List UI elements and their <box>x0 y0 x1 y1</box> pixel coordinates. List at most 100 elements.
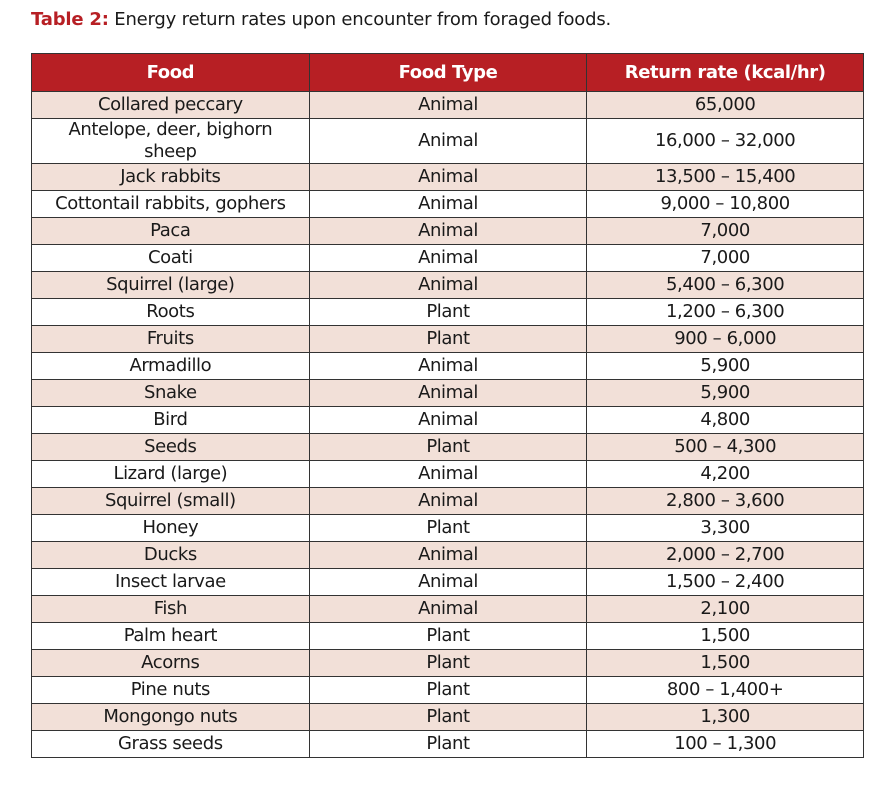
table-row: Pine nuts Plant 800 – 1,400+ <box>31 676 864 704</box>
table-row: Fish Animal 2,100 <box>31 595 864 623</box>
cell-return-rate: 4,800 <box>586 406 864 434</box>
table-row: Honey Plant 3,300 <box>31 514 864 542</box>
cell-return-rate: 800 – 1,400+ <box>586 676 864 704</box>
cell-return-rate: 1,300 <box>586 703 864 731</box>
table-row: Collared peccary Animal 65,000 <box>31 91 864 119</box>
cell-food: Grass seeds <box>31 730 310 758</box>
cell-food-type: Animal <box>308 460 588 488</box>
cell-food-type: Animal <box>308 406 588 434</box>
caption-label: Table 2: <box>31 9 109 30</box>
cell-return-rate: 7,000 <box>586 217 864 245</box>
cell-return-rate: 2,800 – 3,600 <box>586 487 864 515</box>
cell-return-rate: 500 – 4,300 <box>586 433 864 461</box>
cell-return-rate: 3,300 <box>586 514 864 542</box>
cell-return-rate: 2,100 <box>586 595 864 623</box>
table-row: Coati Animal 7,000 <box>31 244 864 272</box>
cell-return-rate: 1,500 <box>586 649 864 677</box>
table-row: Grass seeds Plant 100 – 1,300 <box>31 730 864 758</box>
table-row: Jack rabbits Animal 13,500 – 15,400 <box>31 163 864 191</box>
header-row: Food Food Type Return rate (kcal/hr) <box>31 53 864 92</box>
cell-food-type: Plant <box>308 433 588 461</box>
table-row: Ducks Animal 2,000 – 2,700 <box>31 541 864 569</box>
cell-food-type: Plant <box>308 649 588 677</box>
cell-food: Paca <box>31 217 310 245</box>
cell-food-type: Plant <box>308 703 588 731</box>
table-caption: Table 2: Energy return rates upon encoun… <box>31 9 611 30</box>
cell-return-rate: 4,200 <box>586 460 864 488</box>
table-row: Cottontail rabbits, gophers Animal 9,000 –… <box>31 190 864 218</box>
cell-food: Collared peccary <box>31 91 310 119</box>
cell-return-rate: 1,500 – 2,400 <box>586 568 864 596</box>
cell-return-rate: 900 – 6,000 <box>586 325 864 353</box>
cell-return-rate: 1,200 – 6,300 <box>586 298 864 326</box>
cell-food: Fish <box>31 595 310 623</box>
table-row: Paca Animal 7,000 <box>31 217 864 245</box>
cell-food: Palm heart <box>31 622 310 650</box>
cell-food: Pine nuts <box>31 676 310 704</box>
cell-food: Ducks <box>31 541 310 569</box>
cell-food-type: Plant <box>308 514 588 542</box>
cell-food-type: Animal <box>308 595 588 623</box>
cell-food-type: Animal <box>308 163 588 191</box>
table-row: Roots Plant 1,200 – 6,300 <box>31 298 864 326</box>
table-row: Seeds Plant 500 – 4,300 <box>31 433 864 461</box>
cell-return-rate: 65,000 <box>586 91 864 119</box>
table-row: Bird Animal 4,800 <box>31 406 864 434</box>
cell-food: Squirrel (large) <box>31 271 310 299</box>
cell-food: Lizard (large) <box>31 460 310 488</box>
table-row: Snake Animal 5,900 <box>31 379 864 407</box>
cell-food: Snake <box>31 379 310 407</box>
cell-return-rate: 5,400 – 6,300 <box>586 271 864 299</box>
cell-food: Jack rabbits <box>31 163 310 191</box>
cell-return-rate: 1,500 <box>586 622 864 650</box>
header-food: Food <box>31 53 310 92</box>
cell-food: Cottontail rabbits, gophers <box>31 190 310 218</box>
table-row: Insect larvae Animal 1,500 – 2,400 <box>31 568 864 596</box>
table-row: Squirrel (small) Animal 2,800 – 3,600 <box>31 487 864 515</box>
cell-food-type: Plant <box>308 730 588 758</box>
cell-return-rate: 13,500 – 15,400 <box>586 163 864 191</box>
cell-food: Insect larvae <box>31 568 310 596</box>
cell-return-rate: 100 – 1,300 <box>586 730 864 758</box>
cell-food-type: Animal <box>308 244 588 272</box>
cell-food-type: Animal <box>308 487 588 515</box>
cell-food: Honey <box>31 514 310 542</box>
caption-text: Energy return rates upon encounter from … <box>114 9 612 30</box>
cell-food: Fruits <box>31 325 310 353</box>
cell-food-type: Animal <box>308 217 588 245</box>
cell-food-type: Animal <box>308 352 588 380</box>
table-row: Palm heart Plant 1,500 <box>31 622 864 650</box>
cell-food-type: Plant <box>308 676 588 704</box>
cell-return-rate: 7,000 <box>586 244 864 272</box>
cell-food-type: Animal <box>308 271 588 299</box>
cell-food-type: Plant <box>308 325 588 353</box>
energy-return-table: Food Food Type Return rate (kcal/hr) Col… <box>31 53 864 758</box>
table-row: Antelope, deer, bighorn sheep Animal 16,00… <box>31 118 864 164</box>
cell-food-type: Animal <box>308 379 588 407</box>
cell-food: Squirrel (small) <box>31 487 310 515</box>
cell-food: Roots <box>31 298 310 326</box>
table-row: Mongongo nuts Plant 1,300 <box>31 703 864 731</box>
cell-food: Armadillo <box>31 352 310 380</box>
cell-return-rate: 9,000 – 10,800 <box>586 190 864 218</box>
cell-return-rate: 5,900 <box>586 379 864 407</box>
cell-food-type: Animal <box>308 118 588 164</box>
header-return-rate: Return rate (kcal/hr) <box>586 53 864 92</box>
cell-food: Antelope, deer, bighorn sheep <box>31 118 310 164</box>
cell-food: Mongongo nuts <box>31 703 310 731</box>
cell-food-type: Plant <box>308 298 588 326</box>
cell-food: Acorns <box>31 649 310 677</box>
cell-food: Bird <box>31 406 310 434</box>
header-food-type: Food Type <box>308 53 588 92</box>
cell-return-rate: 2,000 – 2,700 <box>586 541 864 569</box>
cell-food-type: Animal <box>308 91 588 119</box>
table-row: Acorns Plant 1,500 <box>31 649 864 677</box>
cell-food: Seeds <box>31 433 310 461</box>
table-row: Armadillo Animal 5,900 <box>31 352 864 380</box>
table-row: Fruits Plant 900 – 6,000 <box>31 325 864 353</box>
cell-food-type: Plant <box>308 622 588 650</box>
cell-food: Coati <box>31 244 310 272</box>
cell-food-type: Animal <box>308 541 588 569</box>
table-row: Squirrel (large) Animal 5,400 – 6,300 <box>31 271 864 299</box>
cell-food-type: Animal <box>308 568 588 596</box>
